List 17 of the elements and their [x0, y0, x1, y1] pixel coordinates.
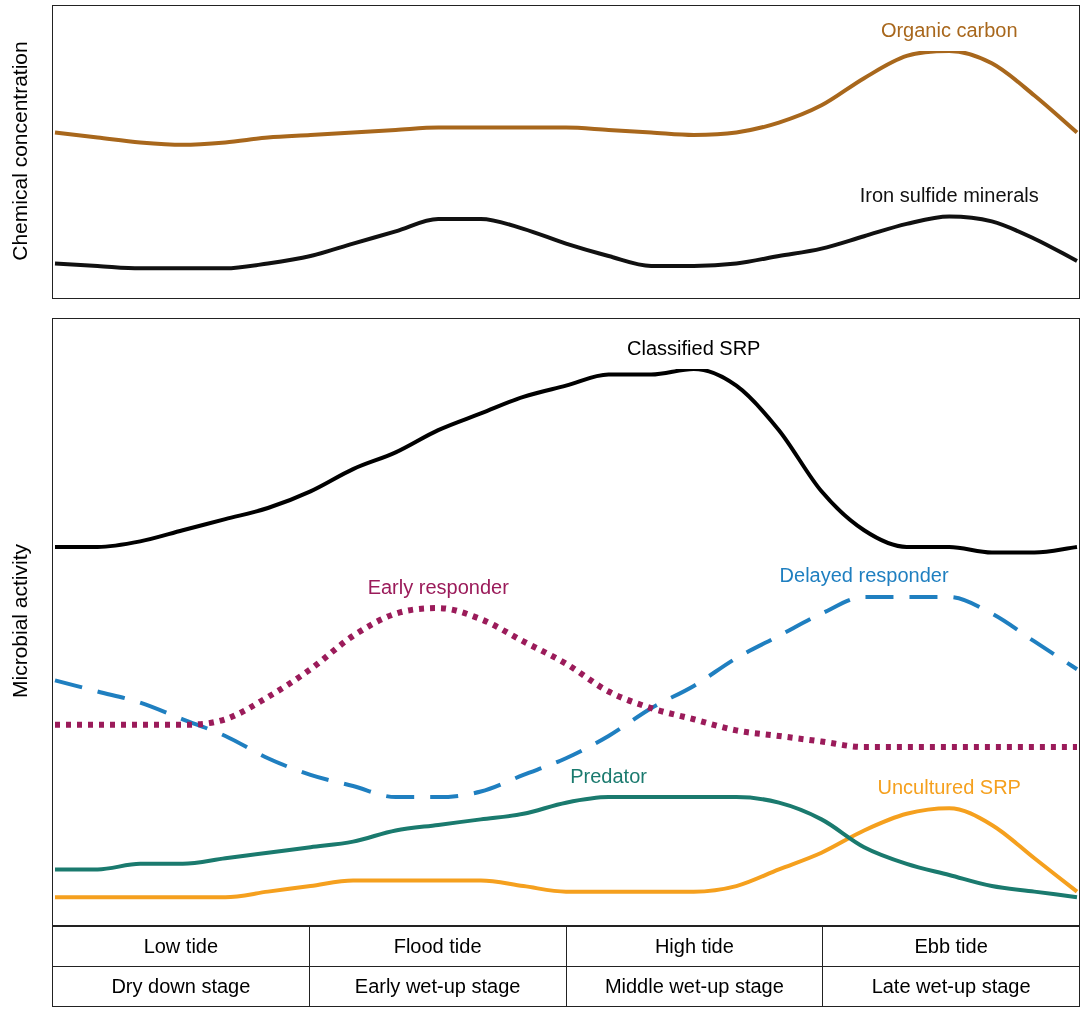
y-axis-title: Microbial activity [8, 543, 32, 699]
text: Low tide [52, 926, 310, 967]
series-label: Iron sulfide minerals [859, 184, 1039, 207]
series-label: Early responder [367, 575, 510, 598]
text: Ebb tide [822, 926, 1080, 967]
series-label: Delayed responder [779, 564, 949, 587]
text: Flood tide [309, 926, 566, 967]
text: Middle wet-up stage [566, 966, 823, 1007]
series-label: Organic carbon [880, 18, 1018, 41]
y-axis-title: Chemical concentration [8, 41, 32, 261]
text: Late wet-up stage [822, 966, 1080, 1007]
series-label: Uncultured SRP [877, 775, 1021, 798]
text: High tide [566, 926, 823, 967]
series-label: Predator [570, 764, 648, 787]
series-label: Classified SRP [627, 336, 761, 359]
text: Dry down stage [52, 966, 310, 1007]
text: Early wet-up stage [309, 966, 566, 1007]
